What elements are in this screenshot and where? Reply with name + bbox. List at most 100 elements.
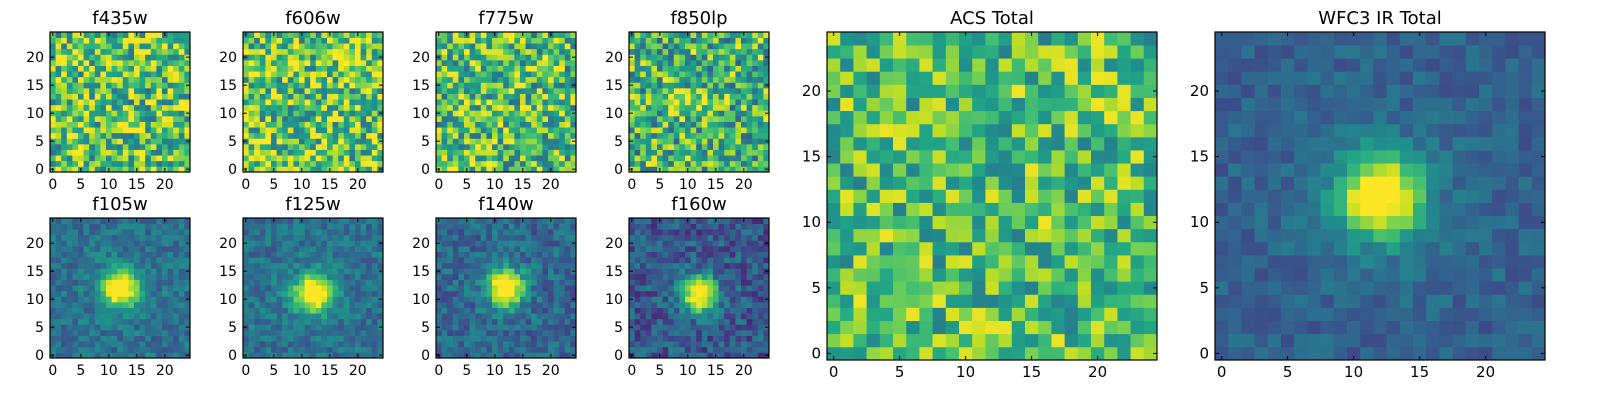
heatmap-cell <box>173 240 180 247</box>
heatmap-cell <box>94 307 101 314</box>
heatmap-cell <box>371 335 378 342</box>
heatmap-cell <box>78 54 84 61</box>
heatmap-cell <box>139 313 146 320</box>
heatmap-cell <box>525 65 532 72</box>
heatmap-cell <box>673 48 680 55</box>
heatmap-cell <box>696 313 703 320</box>
heatmap-cell <box>254 330 261 336</box>
heatmap-cell <box>458 149 465 156</box>
heatmap-cell <box>480 93 487 100</box>
heatmap-cell <box>447 104 454 111</box>
heatmap-cell <box>492 307 498 314</box>
heatmap-cell <box>492 37 498 44</box>
heatmap-cell <box>94 93 101 100</box>
heatmap-cell <box>486 251 493 258</box>
heatmap-cell <box>94 262 101 269</box>
heatmap-cell <box>497 127 504 134</box>
heatmap-cell <box>287 223 294 230</box>
heatmap-cell <box>265 138 272 145</box>
heatmap-cell <box>542 43 549 50</box>
heatmap-cell <box>338 88 345 94</box>
heatmap-cell <box>525 352 532 359</box>
heatmap-cell <box>634 93 641 100</box>
heatmap-cell <box>486 257 493 264</box>
heatmap-cell <box>480 290 487 297</box>
heatmap-cell <box>78 104 84 111</box>
heatmap-cell <box>377 229 384 236</box>
heatmap-cell <box>741 335 747 342</box>
heatmap-cell <box>276 279 283 286</box>
heatmap-cell <box>548 121 554 128</box>
heatmap-cell <box>503 48 510 55</box>
heatmap-cell <box>282 166 289 173</box>
heatmap-cell <box>752 37 759 44</box>
heatmap-cell <box>447 138 454 145</box>
heatmap-cell <box>360 127 367 134</box>
heatmap-cell <box>377 285 384 292</box>
heatmap-cell <box>173 262 180 269</box>
heatmap-cell <box>696 166 703 173</box>
heatmap-cell <box>254 318 261 325</box>
heatmap-cell <box>265 71 272 78</box>
heatmap-cell <box>464 324 470 331</box>
heatmap-cell <box>145 110 152 117</box>
heatmap-cell <box>559 82 566 89</box>
heatmap-cell <box>570 335 577 342</box>
heatmap-cell <box>66 324 73 331</box>
heatmap-cell <box>122 160 129 167</box>
heatmap-cell <box>447 99 454 106</box>
heatmap-cell <box>145 60 152 66</box>
heatmap-cell <box>668 88 675 94</box>
heatmap-cell <box>640 138 647 145</box>
heatmap-cell <box>735 324 742 331</box>
heatmap-cell <box>452 54 459 61</box>
heatmap-cell <box>441 37 448 44</box>
heatmap-cell <box>83 335 90 342</box>
heatmap-cell <box>542 268 549 275</box>
heatmap-cell <box>690 54 697 61</box>
heatmap-cell <box>117 116 124 122</box>
heatmap-cell <box>657 43 663 50</box>
heatmap-cell <box>271 330 277 336</box>
heatmap-cell <box>713 88 719 94</box>
heatmap-cell <box>128 218 135 224</box>
heatmap-cell <box>520 318 526 325</box>
heatmap-cell <box>156 240 163 247</box>
heatmap-cell <box>66 229 73 236</box>
heatmap-cell <box>276 262 283 269</box>
heatmap-cell <box>111 48 118 55</box>
heatmap-cell <box>724 48 731 55</box>
heatmap-cell <box>480 346 487 353</box>
heatmap-cell <box>259 234 266 241</box>
heatmap-cell <box>492 99 498 106</box>
heatmap-cell <box>122 149 129 156</box>
heatmap-cell <box>536 160 543 167</box>
heatmap-cell <box>106 285 112 292</box>
heatmap-cell <box>276 352 283 359</box>
heatmap-cell <box>668 110 675 117</box>
heatmap-cell <box>248 110 255 117</box>
heatmap-cell <box>713 274 719 280</box>
heatmap-cell <box>469 155 476 162</box>
heatmap-cell <box>366 279 373 286</box>
heatmap-cell <box>184 335 191 342</box>
heatmap-cell <box>508 82 515 89</box>
heatmap-cell <box>248 279 255 286</box>
heatmap-cell <box>299 48 305 55</box>
heatmap-cell <box>178 335 185 342</box>
heatmap-cell <box>662 76 669 83</box>
heatmap-cell <box>452 240 459 247</box>
heatmap-cell <box>111 144 118 150</box>
heatmap-cell <box>452 341 459 348</box>
heatmap-cell <box>94 37 101 44</box>
heatmap-cell <box>559 116 566 122</box>
heatmap-cell <box>162 346 168 353</box>
heatmap-cell <box>651 71 658 78</box>
heatmap-cell <box>349 121 356 128</box>
heatmap-cell <box>122 71 129 78</box>
heatmap-cell <box>287 352 294 359</box>
heatmap-cell <box>100 302 107 308</box>
heatmap-cell <box>139 104 146 111</box>
heatmap-cell <box>173 76 180 83</box>
heatmap-cell <box>525 268 532 275</box>
